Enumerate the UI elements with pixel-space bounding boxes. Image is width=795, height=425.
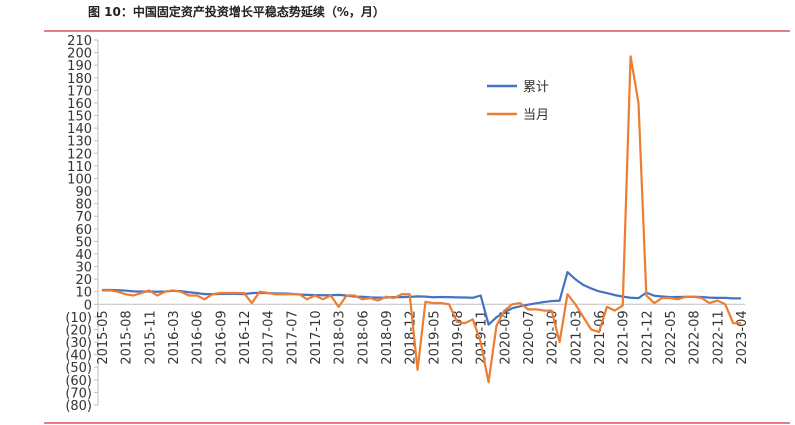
y-tick-label: 150 bbox=[67, 110, 92, 125]
series-line bbox=[101, 270, 742, 326]
y-tick-label: 200 bbox=[67, 47, 92, 62]
y-tick-label: 180 bbox=[67, 72, 92, 87]
y-tick-label: 130 bbox=[67, 135, 92, 150]
x-tick-label: 2021-12 bbox=[640, 310, 655, 364]
x-tick-label: 2015-11 bbox=[143, 310, 158, 364]
x-tick-label: 2017-07 bbox=[285, 310, 300, 364]
x-tick-label: 2018-09 bbox=[380, 310, 395, 364]
y-tick-label: 30 bbox=[75, 261, 92, 276]
x-tick-label: 2016-03 bbox=[167, 310, 182, 364]
series-line bbox=[101, 55, 742, 384]
x-tick-label: 2020-10 bbox=[546, 310, 561, 364]
y-tick-label: 10 bbox=[75, 286, 92, 301]
y-tick-label: (50) bbox=[65, 361, 92, 376]
y-tick-label: 120 bbox=[67, 147, 92, 162]
x-tick-label: 2022-05 bbox=[664, 310, 679, 364]
y-tick-label: (80) bbox=[65, 399, 92, 414]
y-tick-label: 50 bbox=[75, 235, 92, 250]
y-tick-label: 90 bbox=[75, 185, 92, 200]
y-tick-label: 40 bbox=[75, 248, 92, 263]
y-tick-label: 70 bbox=[75, 210, 92, 225]
y-tick-label: (60) bbox=[65, 374, 92, 389]
y-tick-label: 160 bbox=[67, 97, 92, 112]
y-tick-label: 0 bbox=[84, 298, 92, 313]
x-tick-label: 2022-08 bbox=[688, 310, 703, 364]
x-tick-label: 2016-06 bbox=[191, 310, 206, 364]
x-tick-label: 2021-03 bbox=[569, 310, 584, 364]
y-tick-label: 170 bbox=[67, 84, 92, 99]
y-tick-label: (20) bbox=[65, 323, 92, 338]
y-tick-label: 190 bbox=[67, 59, 92, 74]
y-tick-label: (30) bbox=[65, 336, 92, 351]
x-tick-label: 2016-09 bbox=[214, 310, 229, 364]
y-tick-label: (40) bbox=[65, 349, 92, 364]
y-tick-label: (10) bbox=[65, 311, 92, 326]
x-tick-label: 2021-09 bbox=[617, 310, 632, 364]
x-tick-label: 2020-04 bbox=[498, 310, 513, 364]
x-tick-label: 2015-05 bbox=[96, 310, 111, 364]
x-tick-label: 2022-11 bbox=[711, 310, 726, 364]
x-tick-label: 2020-07 bbox=[522, 310, 537, 364]
y-tick-label: (70) bbox=[65, 386, 92, 401]
x-tick-label: 2015-08 bbox=[120, 310, 135, 364]
x-tick-label: 2016-12 bbox=[238, 310, 253, 364]
legend-label: 当月 bbox=[523, 108, 549, 123]
x-tick-label: 2017-10 bbox=[309, 310, 324, 364]
y-tick-label: 80 bbox=[75, 198, 92, 213]
y-tick-label: 210 bbox=[67, 34, 92, 49]
x-tick-label: 2023-04 bbox=[735, 310, 750, 364]
y-tick-label: 100 bbox=[67, 172, 92, 187]
x-tick-label: 2019-05 bbox=[427, 310, 442, 364]
chart-title: 图 10：中国固定资产投资增长平稳态势延续（%，月） bbox=[88, 4, 385, 19]
x-tick-label: 2021-06 bbox=[593, 310, 608, 364]
y-tick-label: 60 bbox=[75, 223, 92, 238]
x-tick-label: 2018-03 bbox=[333, 310, 348, 364]
x-tick-label: 2017-04 bbox=[262, 310, 277, 364]
y-tick-label: 110 bbox=[67, 160, 92, 175]
y-tick-label: 140 bbox=[67, 122, 92, 137]
x-tick-label: 2019-11 bbox=[475, 310, 490, 364]
x-tick-label: 2018-06 bbox=[356, 310, 371, 364]
x-tick-label: 2019-08 bbox=[451, 310, 466, 364]
legend-label: 累计 bbox=[523, 80, 549, 95]
y-tick-label: 20 bbox=[75, 273, 92, 288]
